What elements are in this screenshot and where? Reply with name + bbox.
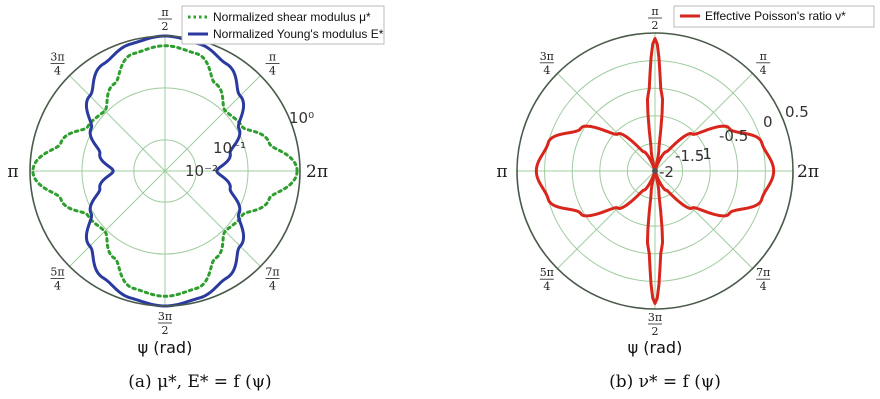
grid-spoke (164, 75, 261, 172)
polar-frame-a (29, 35, 301, 307)
svg-text:4: 4 (760, 64, 767, 77)
legend-label-poisson: Effective Poisson's ratio ν* (705, 9, 846, 23)
svg-text:3π: 3π (158, 310, 172, 323)
svg-text:2: 2 (652, 19, 659, 32)
angle-tick-label: π4 (756, 50, 771, 77)
svg-text:4: 4 (543, 64, 550, 77)
series-layer-b (534, 37, 776, 305)
angle-tick-label: π2 (158, 6, 172, 33)
svg-text:2: 2 (162, 20, 169, 33)
grid-spoke (557, 170, 656, 269)
series-line-poisson (534, 37, 776, 305)
radial-tick-label: -1.5 (675, 147, 704, 165)
angle-tick-label: π (496, 162, 507, 182)
angle-tick-label: 2π (306, 162, 328, 182)
angle-tick-label: 7π4 (265, 265, 279, 292)
svg-text:7π: 7π (265, 265, 279, 278)
radial-tick-label: -2 (659, 163, 674, 181)
x-axis-label-b: ψ (rad) (628, 338, 683, 357)
x-axis-label-a: ψ (rad) (138, 338, 193, 357)
grid-spoke (654, 73, 753, 172)
radial-tick-label: 10⁻² (185, 162, 218, 180)
polar-frame-b (516, 32, 794, 310)
legend-label-shear: Normalized shear modulus μ* (213, 10, 371, 24)
svg-text:3π: 3π (648, 311, 662, 324)
svg-text:3π: 3π (540, 50, 554, 63)
legend-a: Normalized shear modulus μ* Normalized Y… (181, 5, 385, 45)
svg-text:2: 2 (162, 324, 169, 337)
angle-tick-label: 3π2 (648, 311, 662, 338)
svg-text:2: 2 (652, 325, 659, 338)
angle-tick-label: π2 (648, 5, 662, 32)
angle-tick-label: 3π2 (158, 310, 172, 337)
angle-tick-label: 5π4 (50, 265, 64, 292)
svg-text:π: π (760, 50, 767, 63)
svg-text:π: π (269, 51, 276, 64)
caption-a: (a) μ*, E* = f (ψ) (128, 372, 271, 392)
svg-text:4: 4 (54, 65, 61, 78)
angle-tick-label: π (7, 162, 18, 182)
radial-ticks-a: 10⁻² 10⁻¹ 10⁰ (185, 109, 314, 180)
radial-tick-label: -0.5 (719, 127, 748, 145)
grid-spoke (69, 75, 166, 172)
legend-box-b (673, 5, 875, 28)
angle-tick-label: 2π (797, 162, 819, 182)
angle-tick-label: π4 (265, 51, 280, 78)
angle-tick-label: 5π4 (540, 266, 554, 293)
caption-b: (b) ν* = f (ψ) (609, 372, 721, 392)
svg-text:4: 4 (543, 280, 550, 293)
legend-box-a (181, 5, 385, 45)
angle-tick-label: 3π4 (540, 50, 554, 77)
grid-spoke (164, 170, 261, 267)
svg-text:4: 4 (54, 279, 61, 292)
svg-text:4: 4 (760, 280, 767, 293)
svg-text:5π: 5π (540, 266, 554, 279)
angle-tick-label: 3π4 (50, 51, 64, 78)
svg-text:3π: 3π (50, 51, 64, 64)
grid-spoke (557, 73, 656, 172)
series-line-young (84, 34, 246, 308)
svg-text:4: 4 (269, 279, 276, 292)
radial-ticks-b: -2-1.5-1 -0.5 0 0.5 (659, 103, 809, 181)
radial-tick-label: 0 (763, 113, 773, 131)
radial-tick-label: -1 (697, 145, 712, 163)
svg-text:π: π (161, 6, 168, 19)
legend-b: Effective Poisson's ratio ν* (673, 5, 875, 28)
svg-text:4: 4 (269, 65, 276, 78)
svg-text:7π: 7π (756, 266, 770, 279)
legend-label-young: Normalized Young's modulus E* (213, 27, 384, 41)
svg-text:5π: 5π (50, 265, 64, 278)
center-marker (652, 168, 658, 174)
radial-tick-label: 10⁰ (289, 109, 314, 127)
angle-tick-label: 7π4 (756, 266, 770, 293)
series-layer-a (31, 34, 299, 308)
grid-spoke (654, 170, 753, 269)
radial-tick-label: 10⁻¹ (213, 139, 246, 157)
svg-text:π: π (651, 5, 658, 18)
radial-tick-label: 0.5 (785, 103, 809, 121)
series-line-shear (31, 44, 299, 298)
grid-spoke (69, 170, 166, 267)
grid-a (29, 35, 301, 307)
